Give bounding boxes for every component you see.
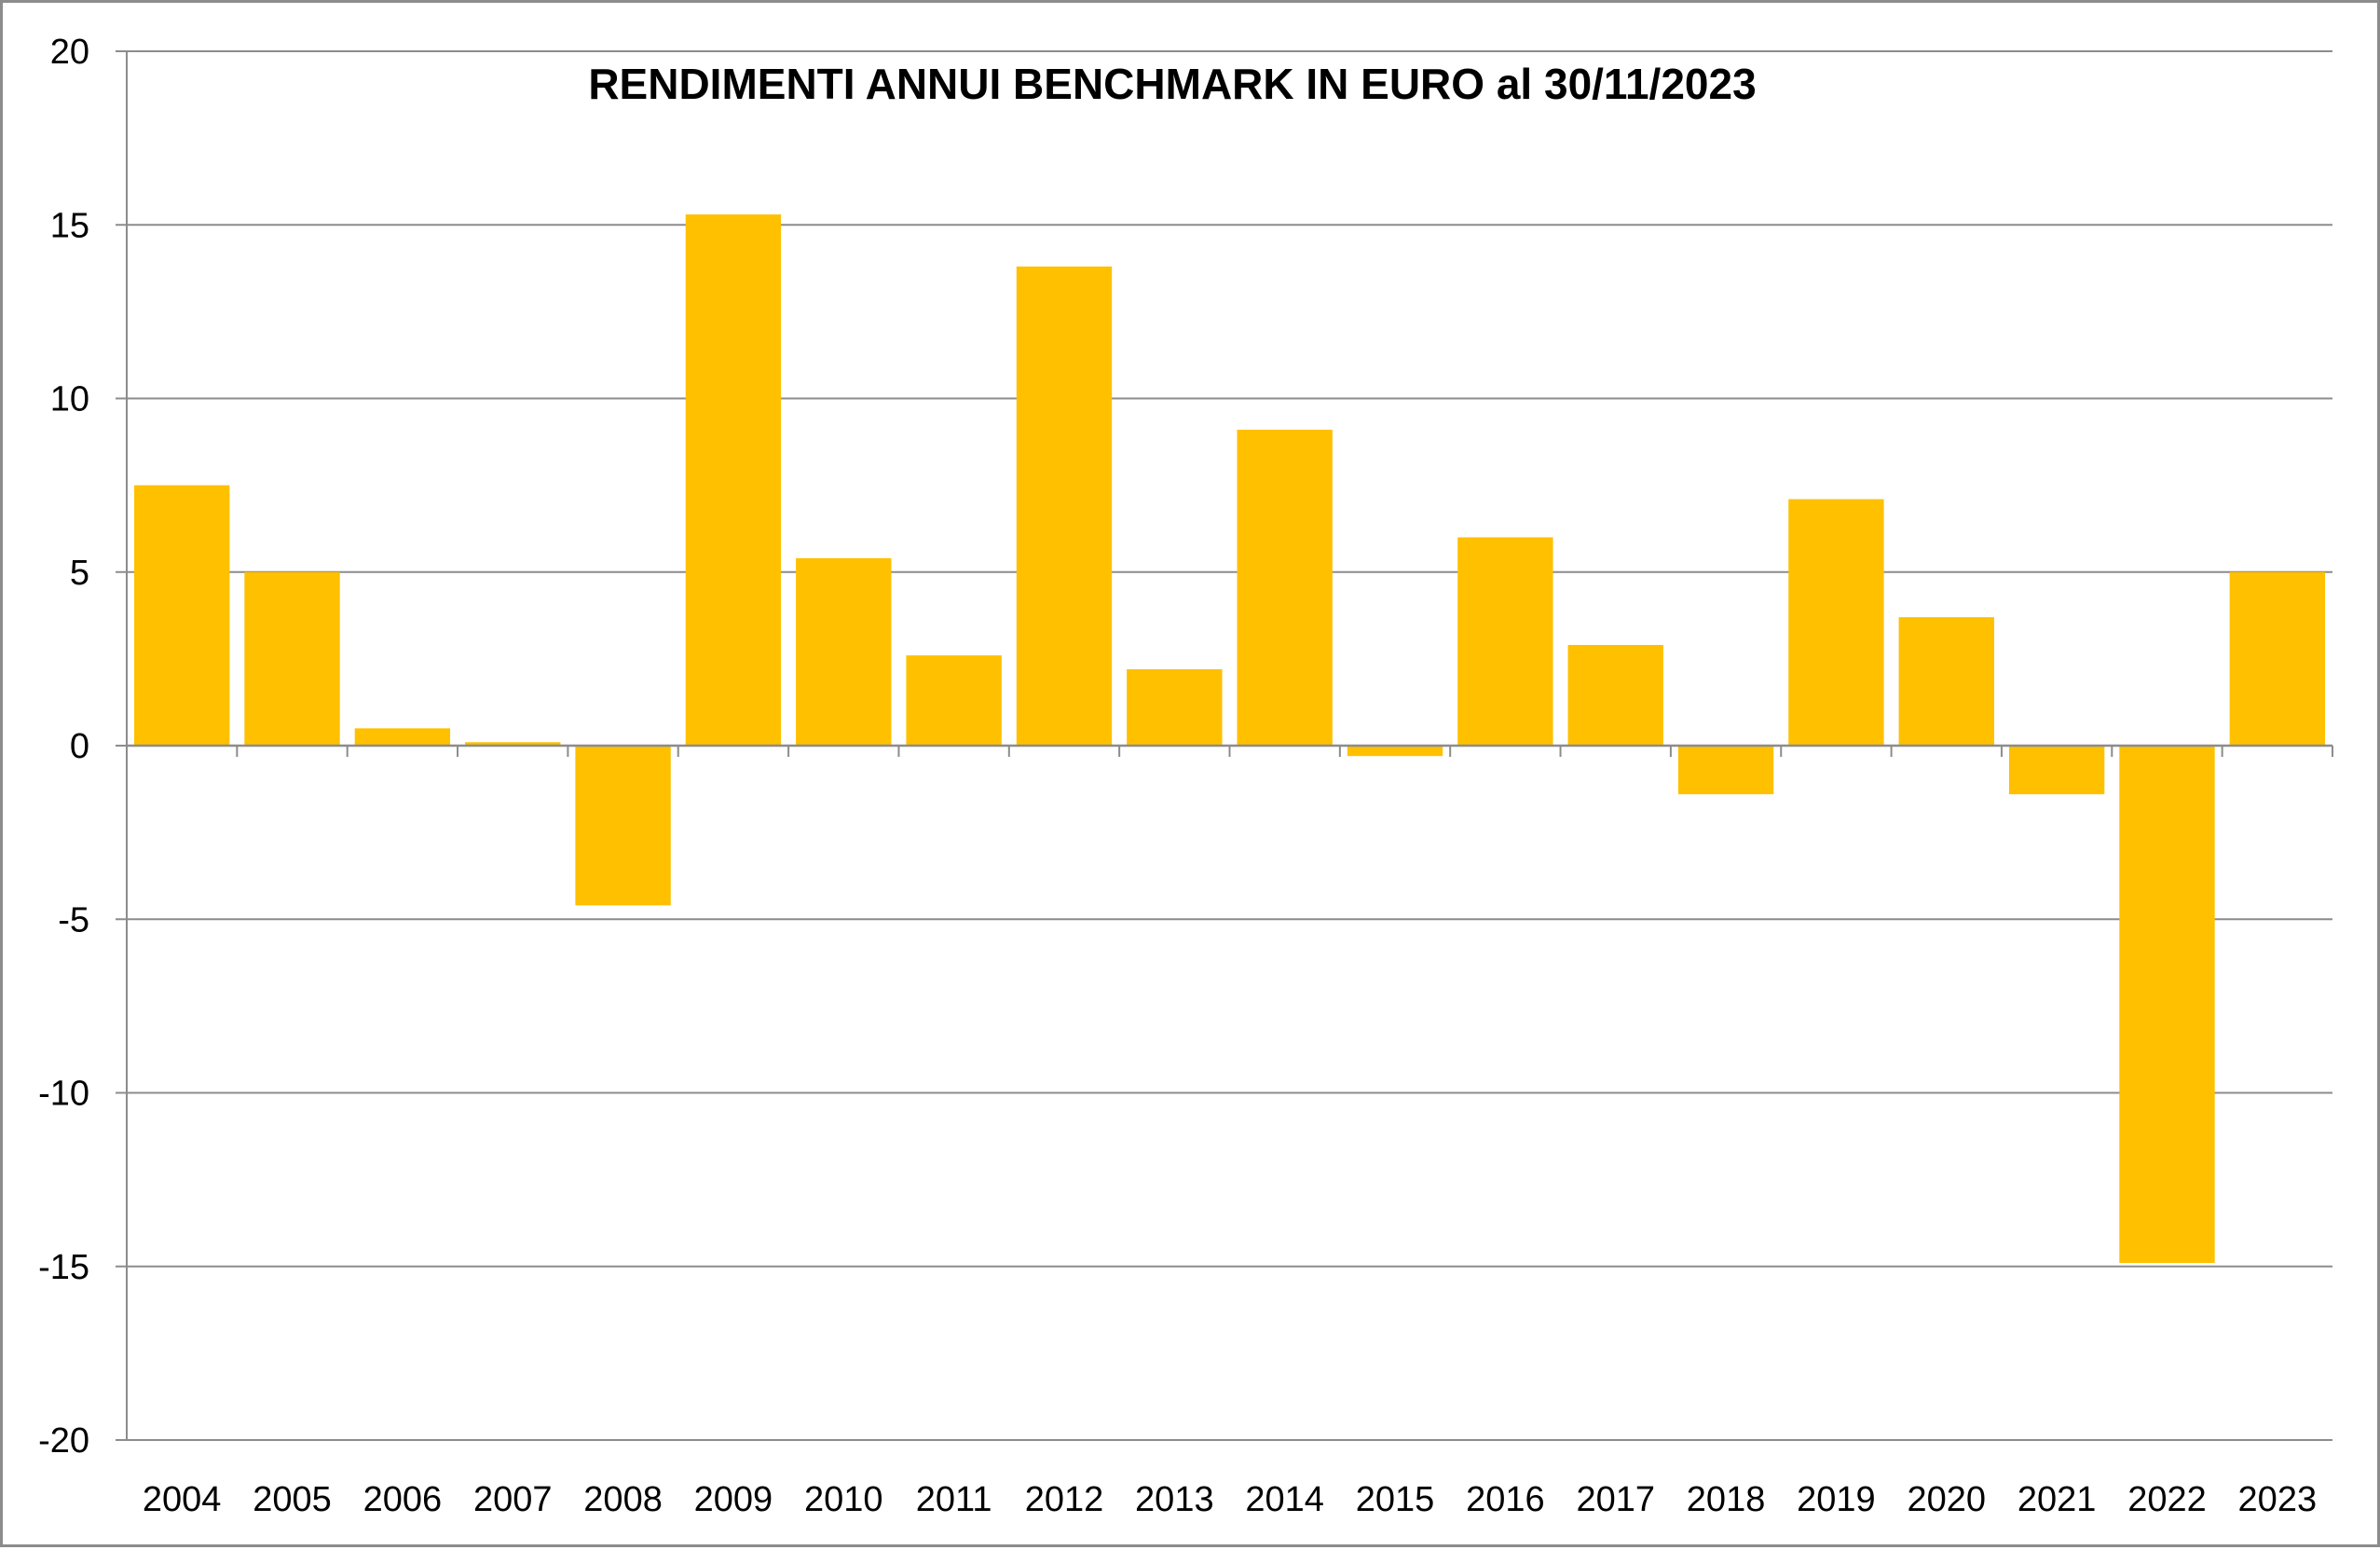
y-tick-label: -20 (38, 1421, 89, 1461)
y-tick-label: -5 (58, 900, 89, 940)
bar-2022 (2119, 746, 2215, 1264)
bar-2016 (1457, 537, 1553, 746)
bar-2017 (1567, 644, 1663, 746)
gridlines (127, 50, 2332, 1441)
x-tick-label: 2007 (473, 1480, 553, 1519)
bar-2012 (1016, 266, 1113, 746)
x-tick-label: 2023 (2238, 1480, 2318, 1519)
x-tick-label: 2012 (1025, 1480, 1104, 1519)
x-tick-label: 2021 (2018, 1480, 2097, 1519)
x-tick-label: 2005 (253, 1480, 332, 1519)
bar-2014 (1237, 430, 1333, 746)
bar-2023 (2229, 571, 2326, 746)
x-tick-label: 2014 (1245, 1480, 1324, 1519)
x-tick-label: 2004 (143, 1480, 222, 1519)
y-tick-label: 10 (50, 380, 89, 419)
x-tick-label: 2006 (363, 1480, 443, 1519)
bar-2011 (906, 655, 1002, 746)
x-tick-label: 2016 (1466, 1480, 1545, 1519)
bar-2007 (465, 742, 561, 746)
bar-2013 (1127, 669, 1223, 746)
bar-2009 (685, 214, 782, 746)
bars (133, 214, 2326, 1264)
axes (116, 50, 2333, 1441)
x-tick-label: 2013 (1135, 1480, 1214, 1519)
bar-2020 (1898, 617, 1994, 746)
x-tick-label: 2008 (583, 1480, 663, 1519)
y-tick-label: 15 (50, 206, 89, 245)
x-tick-label: 2011 (916, 1480, 992, 1519)
bar-2008 (575, 746, 671, 906)
bar-2015 (1347, 746, 1443, 757)
y-tick-label: 0 (70, 727, 89, 766)
x-tick-label: 2015 (1356, 1480, 1435, 1519)
x-tick-label: 2017 (1576, 1480, 1655, 1519)
bar-2010 (796, 557, 892, 746)
bar-2019 (1788, 499, 1884, 746)
bar-2021 (2008, 746, 2105, 795)
y-tick-label: 20 (50, 33, 89, 72)
x-tick-label: 2018 (1687, 1480, 1766, 1519)
bar-2005 (244, 571, 340, 746)
x-tick-label: 2009 (694, 1480, 773, 1519)
bar-2018 (1677, 746, 1774, 795)
y-tick-label: -15 (38, 1248, 89, 1287)
x-tick-label: 2020 (1908, 1480, 1987, 1519)
x-tick-label: 2019 (1797, 1480, 1876, 1519)
x-tick-label: 2022 (2127, 1480, 2207, 1519)
bar-2006 (354, 728, 451, 746)
y-tick-label: -10 (38, 1075, 89, 1114)
chart-title: RENDIMENTI ANNUI BENCHMARK IN EURO al 30… (588, 60, 1756, 108)
bar-2004 (133, 485, 230, 746)
x-tick-label: 2010 (804, 1480, 883, 1519)
y-tick-label: 5 (70, 554, 89, 593)
